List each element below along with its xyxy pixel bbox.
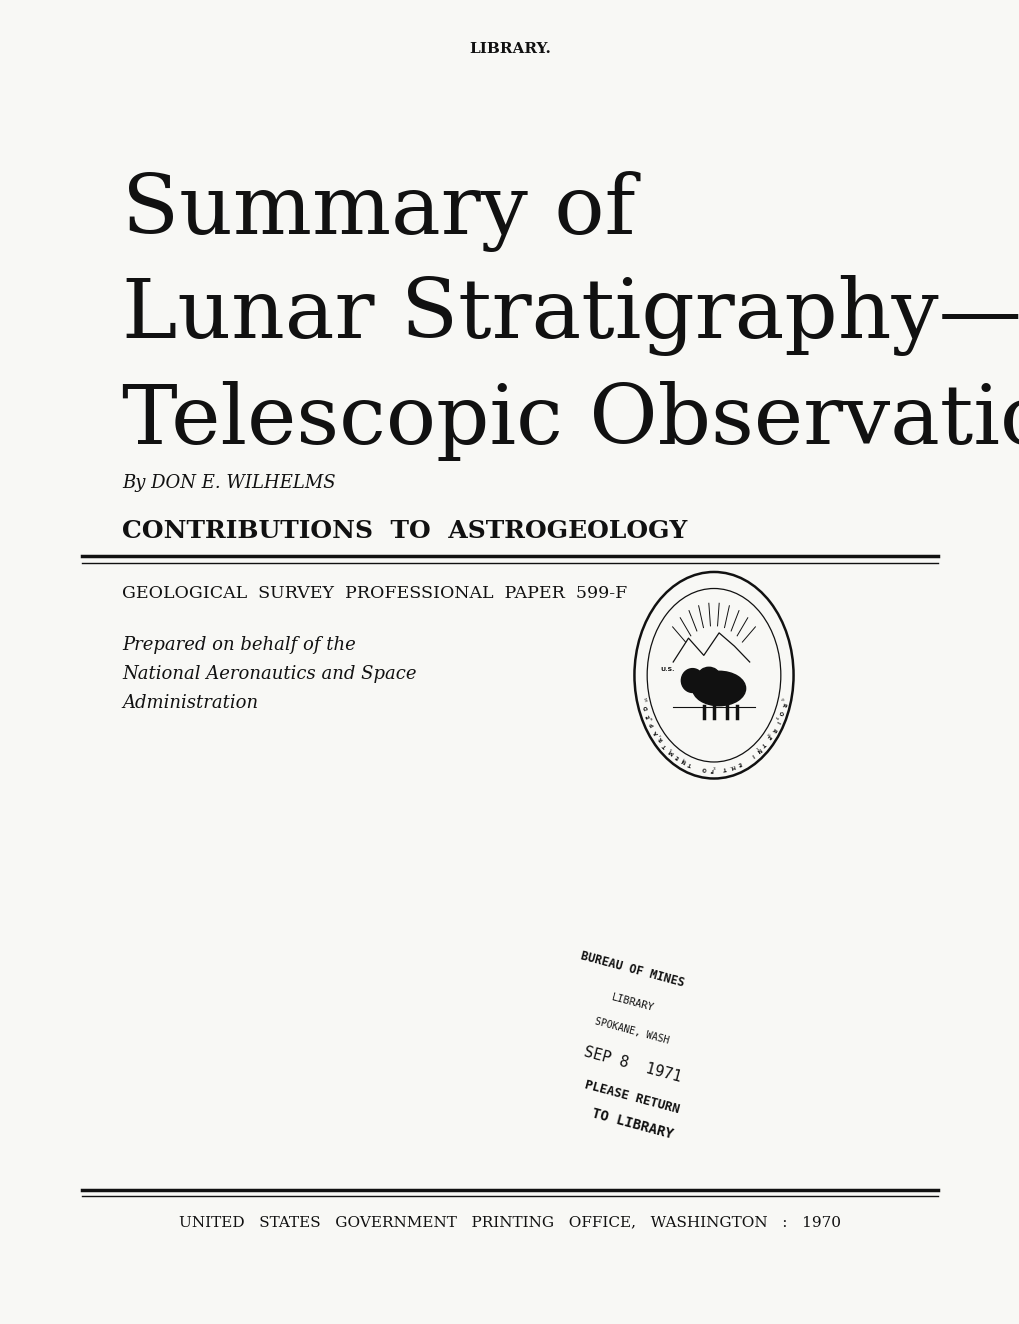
Text: M: M (641, 698, 646, 702)
Text: r: r (656, 733, 660, 737)
Text: Administration: Administration (122, 694, 258, 712)
Text: E: E (645, 714, 651, 719)
Text: UNITED   STATES   GOVERNMENT   PRINTING   OFFICE,   WASHINGTON   :   1970: UNITED STATES GOVERNMENT PRINTING OFFICE… (178, 1215, 841, 1229)
Text: Summary of: Summary of (122, 171, 635, 253)
Text: CONTRIBUTIONS  TO  ASTROGEOLOGY: CONTRIBUTIONS TO ASTROGEOLOGY (122, 519, 687, 543)
Text: R: R (769, 726, 775, 732)
Text: H: H (730, 763, 735, 769)
Ellipse shape (681, 669, 703, 692)
Text: h: h (681, 759, 685, 763)
Text: GEOLOGICAL  SURVEY  PROFESSIONAL  PAPER  599-F: GEOLOGICAL SURVEY PROFESSIONAL PAPER 599… (122, 585, 627, 601)
Text: SEP 8  1971: SEP 8 1971 (582, 1045, 682, 1084)
Text: BUREAU OF MINES: BUREAU OF MINES (579, 949, 685, 989)
Text: E: E (765, 733, 771, 740)
Text: TO LIBRARY: TO LIBRARY (590, 1107, 674, 1141)
Text: N: N (680, 757, 687, 764)
Text: M: M (667, 748, 675, 755)
Text: LIBRARY.: LIBRARY. (469, 42, 550, 56)
Text: I: I (750, 752, 754, 757)
Text: O: O (776, 710, 783, 716)
Text: T: T (723, 765, 728, 771)
Text: 8: 8 (766, 733, 771, 737)
Ellipse shape (698, 667, 718, 683)
Text: National Aeronautics and Space: National Aeronautics and Space (122, 665, 417, 683)
Text: P: P (648, 722, 654, 727)
Text: E: E (737, 760, 742, 767)
Text: T: T (760, 740, 766, 747)
Text: PLEASE RETURN: PLEASE RETURN (583, 1079, 681, 1116)
Text: 3: 3 (712, 767, 714, 771)
Text: T: T (662, 743, 668, 748)
Text: R: R (657, 736, 663, 743)
Text: SPOKANE, WASH: SPOKANE, WASH (594, 1017, 669, 1046)
Text: a: a (647, 716, 651, 720)
Text: Lunar Stratigraphy—: Lunar Stratigraphy— (122, 274, 1019, 356)
Text: ,: , (728, 765, 730, 769)
Text: N: N (754, 745, 761, 753)
Text: T: T (688, 761, 692, 767)
Ellipse shape (692, 671, 745, 706)
Text: LIBRARY: LIBRARY (609, 992, 654, 1013)
Text: Telescopic Observations: Telescopic Observations (122, 381, 1019, 461)
Text: O: O (701, 765, 706, 771)
Text: 9: 9 (781, 698, 786, 702)
Text: 1: 1 (755, 747, 759, 752)
Text: E: E (674, 753, 680, 760)
Text: A: A (652, 728, 659, 735)
Text: F: F (709, 767, 713, 772)
Text: c: c (667, 748, 672, 752)
Text: By DON E. WILHELMS: By DON E. WILHELMS (122, 474, 335, 493)
Text: Prepared on behalf of the: Prepared on behalf of the (122, 636, 356, 654)
Text: D: D (642, 704, 648, 710)
Text: 4: 4 (775, 716, 780, 720)
Text: R: R (780, 702, 785, 707)
Text: U.S.: U.S. (660, 667, 675, 673)
Text: I: I (773, 719, 779, 723)
